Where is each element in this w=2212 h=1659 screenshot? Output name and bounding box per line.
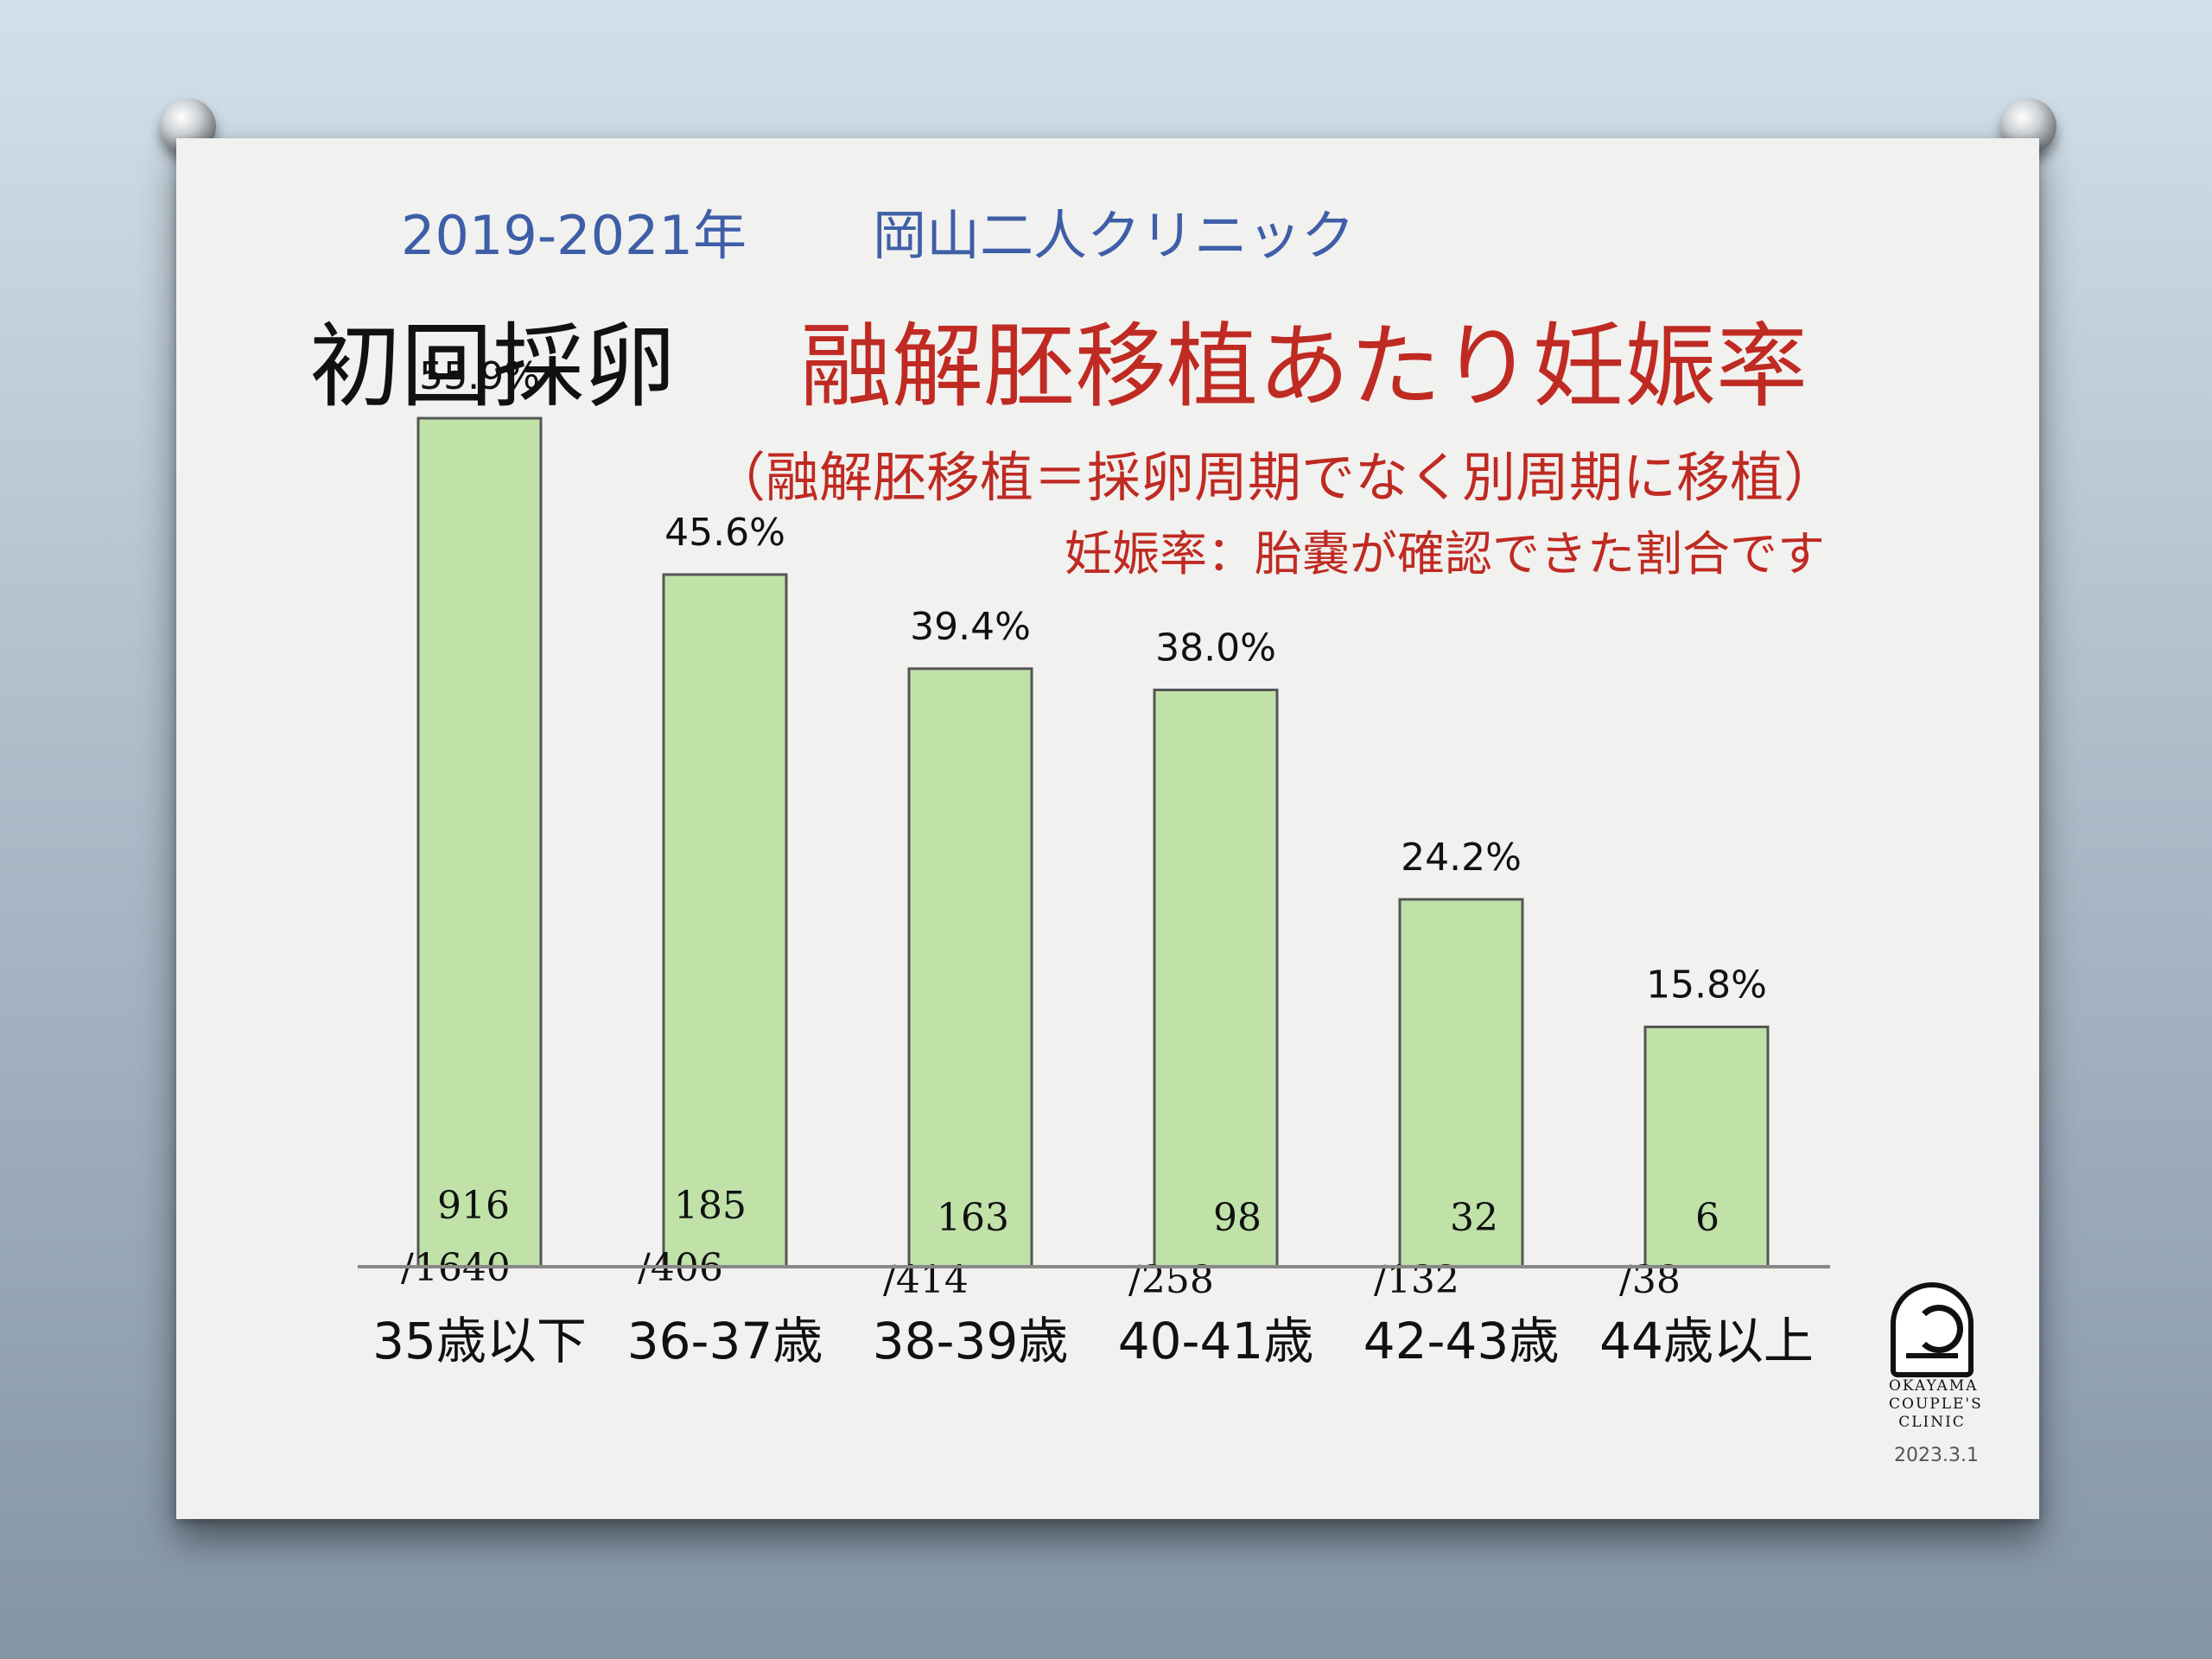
denominator-label: /132 (1374, 1258, 1459, 1302)
denominator-label: /258 (1128, 1258, 1214, 1302)
bar (1398, 898, 1524, 1268)
value-label: 24.2% (1401, 836, 1522, 880)
category-label: 36-37歳 (627, 1312, 823, 1370)
header-clinic: 岡山二人クリニック (873, 204, 1356, 267)
logo-line-1: OKAYAMA (1889, 1377, 1979, 1395)
denominator-label: /414 (883, 1258, 969, 1302)
value-label: 45.6% (664, 511, 785, 555)
subtitle-note: （融解胚移植＝採卵周期でなく別周期に移植） (712, 446, 1838, 509)
denominator-label: /38 (1619, 1258, 1681, 1302)
title-pregnancy-rate: 融解胚移植あたり妊娠率 (800, 314, 1808, 420)
numerator-label: 6 (1695, 1196, 1719, 1240)
logo-line-3: CLINIC (1898, 1414, 1966, 1431)
numerator-label: 185 (674, 1184, 747, 1228)
date-label: 2023.3.1 (1894, 1445, 1979, 1466)
numerator-label: 32 (1450, 1196, 1498, 1240)
value-label: 39.4% (910, 605, 1031, 649)
category-label: 38-39歳 (873, 1312, 1069, 1370)
bar (1153, 688, 1279, 1268)
pregnancy-definition-note: 妊娠率：胎嚢が確認できた割合です (1065, 526, 1826, 582)
value-label: 55.9% (419, 354, 540, 398)
category-label: 42-43歳 (1363, 1312, 1560, 1370)
value-label: 15.8% (1646, 963, 1767, 1007)
title-first-retrieval: 初回採卵 (309, 314, 676, 420)
category-label: 44歳以上 (1599, 1312, 1814, 1370)
bar (907, 667, 1033, 1268)
crane-logo-icon (1891, 1282, 1974, 1377)
clinic-logo: OKAYAMA COUPLE'S CLINIC (1889, 1282, 1983, 1432)
logo-line-2: COUPLE'S (1889, 1395, 1983, 1413)
category-label: 35歳以下 (372, 1312, 587, 1370)
numerator-label: 98 (1213, 1196, 1262, 1240)
numerator-label: 163 (937, 1196, 1009, 1240)
bar (416, 416, 543, 1268)
value-label: 38.0% (1155, 626, 1276, 670)
bar (662, 573, 788, 1268)
header-years: 2019-2021年 (401, 204, 747, 267)
category-label: 40-41歳 (1118, 1312, 1314, 1370)
numerator-label: 916 (437, 1184, 510, 1228)
bar (1643, 1025, 1770, 1268)
